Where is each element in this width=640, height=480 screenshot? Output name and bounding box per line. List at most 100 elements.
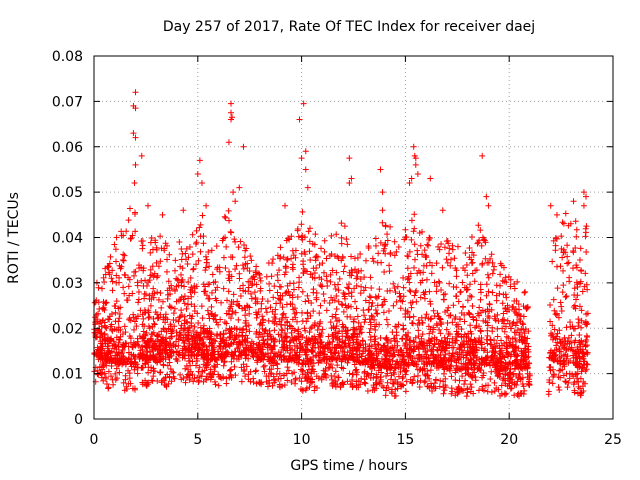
data-point (402, 226, 409, 233)
data-point (109, 287, 116, 294)
data-point (361, 312, 368, 319)
data-point (131, 318, 138, 325)
data-point (488, 389, 495, 396)
data-point (459, 279, 466, 286)
data-point (253, 380, 260, 387)
data-point (576, 256, 583, 263)
data-point (523, 305, 530, 312)
data-point (462, 250, 469, 257)
data-point (179, 265, 186, 272)
data-point (468, 233, 475, 240)
data-point (280, 310, 287, 317)
data-point (385, 308, 392, 315)
data-point (202, 267, 209, 274)
data-point (200, 240, 207, 247)
data-point (108, 373, 115, 380)
data-point (302, 166, 309, 173)
data-point (408, 304, 415, 311)
data-point (335, 255, 342, 262)
data-point (434, 310, 441, 317)
data-point (199, 315, 206, 322)
data-point (374, 310, 381, 317)
data-point (484, 332, 491, 339)
data-point (189, 251, 196, 258)
data-point (455, 298, 462, 305)
data-point (409, 320, 416, 327)
data-point (338, 240, 345, 247)
data-point (198, 180, 205, 187)
y-tick-labels: 0 0.01 0.02 0.03 0.04 0.05 0.06 0.07 0.08 (52, 49, 83, 428)
data-point (120, 251, 127, 258)
data-point (323, 255, 330, 262)
data-point (332, 314, 339, 321)
data-point (483, 193, 490, 200)
data-point (134, 279, 141, 286)
data-point (367, 294, 374, 301)
data-point (379, 207, 386, 214)
data-point (199, 212, 206, 219)
data-point (550, 371, 557, 378)
data-point (317, 332, 324, 339)
data-point (247, 290, 254, 297)
data-point (553, 342, 560, 349)
data-point (371, 333, 378, 340)
data-point (400, 274, 407, 281)
data-point (211, 362, 218, 369)
data-point (554, 285, 561, 292)
data-point (293, 309, 300, 316)
data-point (103, 375, 110, 382)
data-point (299, 288, 306, 295)
data-point (295, 333, 302, 340)
data-point (373, 310, 380, 317)
data-point (440, 296, 447, 303)
data-point (344, 284, 351, 291)
data-point (559, 219, 566, 226)
x-tick-label: 25 (604, 432, 622, 448)
data-point (315, 323, 322, 330)
data-point (340, 365, 347, 372)
data-point (345, 290, 352, 297)
data-point (452, 377, 459, 384)
data-point (310, 308, 317, 315)
data-point (239, 329, 246, 336)
data-point (328, 372, 335, 379)
data-point (169, 368, 176, 375)
data-point (502, 323, 509, 330)
data-point (190, 378, 197, 385)
data-point (578, 368, 585, 375)
data-point (306, 225, 313, 232)
data-point (174, 276, 181, 283)
data-point (368, 303, 375, 310)
data-point (163, 268, 170, 275)
data-point (224, 297, 231, 304)
data-point (379, 189, 386, 196)
data-point (241, 254, 248, 261)
data-point (117, 265, 124, 272)
data-point (448, 385, 455, 392)
data-point (429, 262, 436, 269)
data-point (122, 329, 129, 336)
data-point (346, 155, 353, 162)
data-point (549, 380, 556, 387)
data-point (203, 202, 210, 209)
data-point (344, 313, 351, 320)
data-point (406, 279, 413, 286)
data-point (558, 233, 565, 240)
data-point (425, 323, 432, 330)
data-point (182, 379, 189, 386)
data-point (521, 289, 528, 296)
data-point (274, 271, 281, 278)
x-tick-labels: 0 5 10 15 20 25 (90, 432, 622, 448)
data-point (357, 276, 364, 283)
data-point (279, 314, 286, 321)
data-point (281, 202, 288, 209)
data-point (182, 365, 189, 372)
data-point (507, 283, 514, 290)
data-point (417, 340, 424, 347)
data-point (404, 276, 411, 283)
data-point (154, 332, 161, 339)
data-point (453, 284, 460, 291)
data-point (147, 249, 154, 256)
data-point (227, 367, 234, 374)
data-point (550, 296, 557, 303)
